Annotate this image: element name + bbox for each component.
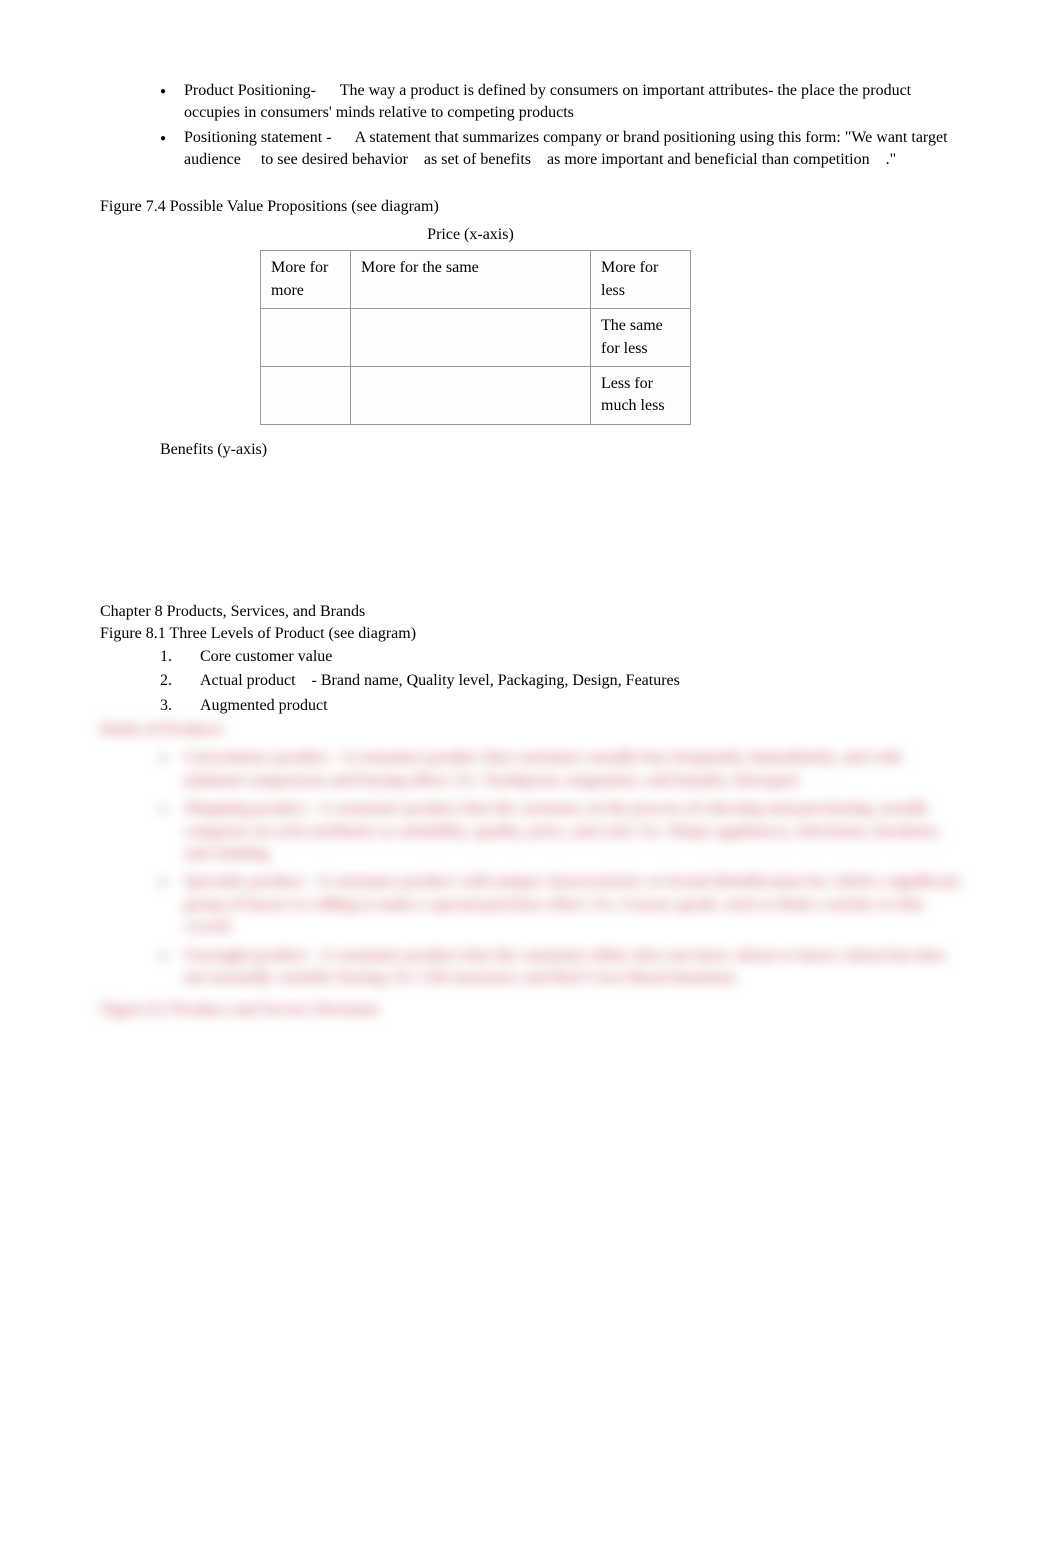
cell-more-for-less: More for less xyxy=(591,251,691,309)
bullet-positioning-statement: Positioning statement - A statement that… xyxy=(160,127,962,172)
cell-more-for-more: More for more xyxy=(261,251,351,309)
cell-less-for-much-less: Less for much less xyxy=(591,366,691,424)
cell-r2c2 xyxy=(351,309,591,367)
value-propositions-table: Price (x-axis) More for more More for th… xyxy=(260,222,691,425)
def-part4: as more important and beneficial than xyxy=(547,151,789,168)
cell-r3c1 xyxy=(261,366,351,424)
blur-convenience: Convenience product - A consumer product… xyxy=(100,747,962,792)
actual-product-def: - Brand name, Quality level, Packaging, … xyxy=(312,672,680,689)
figure-7-4-title: Figure 7.4 Possible Value Propositions (… xyxy=(100,196,962,218)
term-product-positioning: Product Positioning- xyxy=(184,82,316,99)
augmented-product: Augmented product xyxy=(200,697,328,714)
num-2: 2. xyxy=(160,670,172,692)
blur-shopping: Shopping product - A consumer product th… xyxy=(100,798,962,865)
actual-product-term: Actual product xyxy=(200,672,296,689)
blur-fig82: Figure 8.2 Product and Service Decisions xyxy=(100,999,962,1021)
figure-8-1-title: Figure 8.1 Three Levels of Product (see … xyxy=(100,623,962,645)
positioning-bullets: Product Positioning- The way a product i… xyxy=(100,80,962,172)
level-1-core: 1. Core customer value xyxy=(160,646,962,668)
num-1: 1. xyxy=(160,646,172,668)
x-axis-label: Price (x-axis) xyxy=(351,222,591,251)
cell-more-for-same: More for the same xyxy=(351,251,591,309)
set-of-benefits-blank: set of benefits xyxy=(441,151,531,168)
three-levels-list: 1. Core customer value 2. Actual product… xyxy=(100,646,962,717)
level-3-augmented: 3. Augmented product xyxy=(160,695,962,717)
bullet-product-positioning: Product Positioning- The way a product i… xyxy=(160,80,962,125)
blur-specialty: Specialty product - A consumer product w… xyxy=(100,871,962,938)
def-part3: as xyxy=(424,151,437,168)
chapter-8-title: Chapter 8 Products, Services, and Brands xyxy=(100,601,962,623)
core-customer-value: Core customer value xyxy=(200,648,332,665)
blur-heading-kinds: Kinds of Products xyxy=(100,719,962,741)
num-3: 3. xyxy=(160,695,172,717)
blur-unsought: Unsought product - A consumer product th… xyxy=(100,945,962,990)
desired-behavior-blank: desired behavior xyxy=(302,151,408,168)
cell-r3c2 xyxy=(351,366,591,424)
def-part5: ." xyxy=(886,151,897,168)
def-part2: to see xyxy=(261,151,298,168)
term-positioning-statement: Positioning statement - xyxy=(184,129,332,146)
blurred-content: Kinds of Products Convenience product - … xyxy=(100,719,962,1022)
cell-r2c1 xyxy=(261,309,351,367)
y-axis-label: Benefits (y-axis) xyxy=(160,439,962,461)
competition-blank: competition xyxy=(793,151,869,168)
cell-same-for-less: The same for less xyxy=(591,309,691,367)
def-part1: A statement that summarizes company or b… xyxy=(355,129,908,146)
level-2-actual: 2. Actual product - Brand name, Quality … xyxy=(160,670,962,692)
